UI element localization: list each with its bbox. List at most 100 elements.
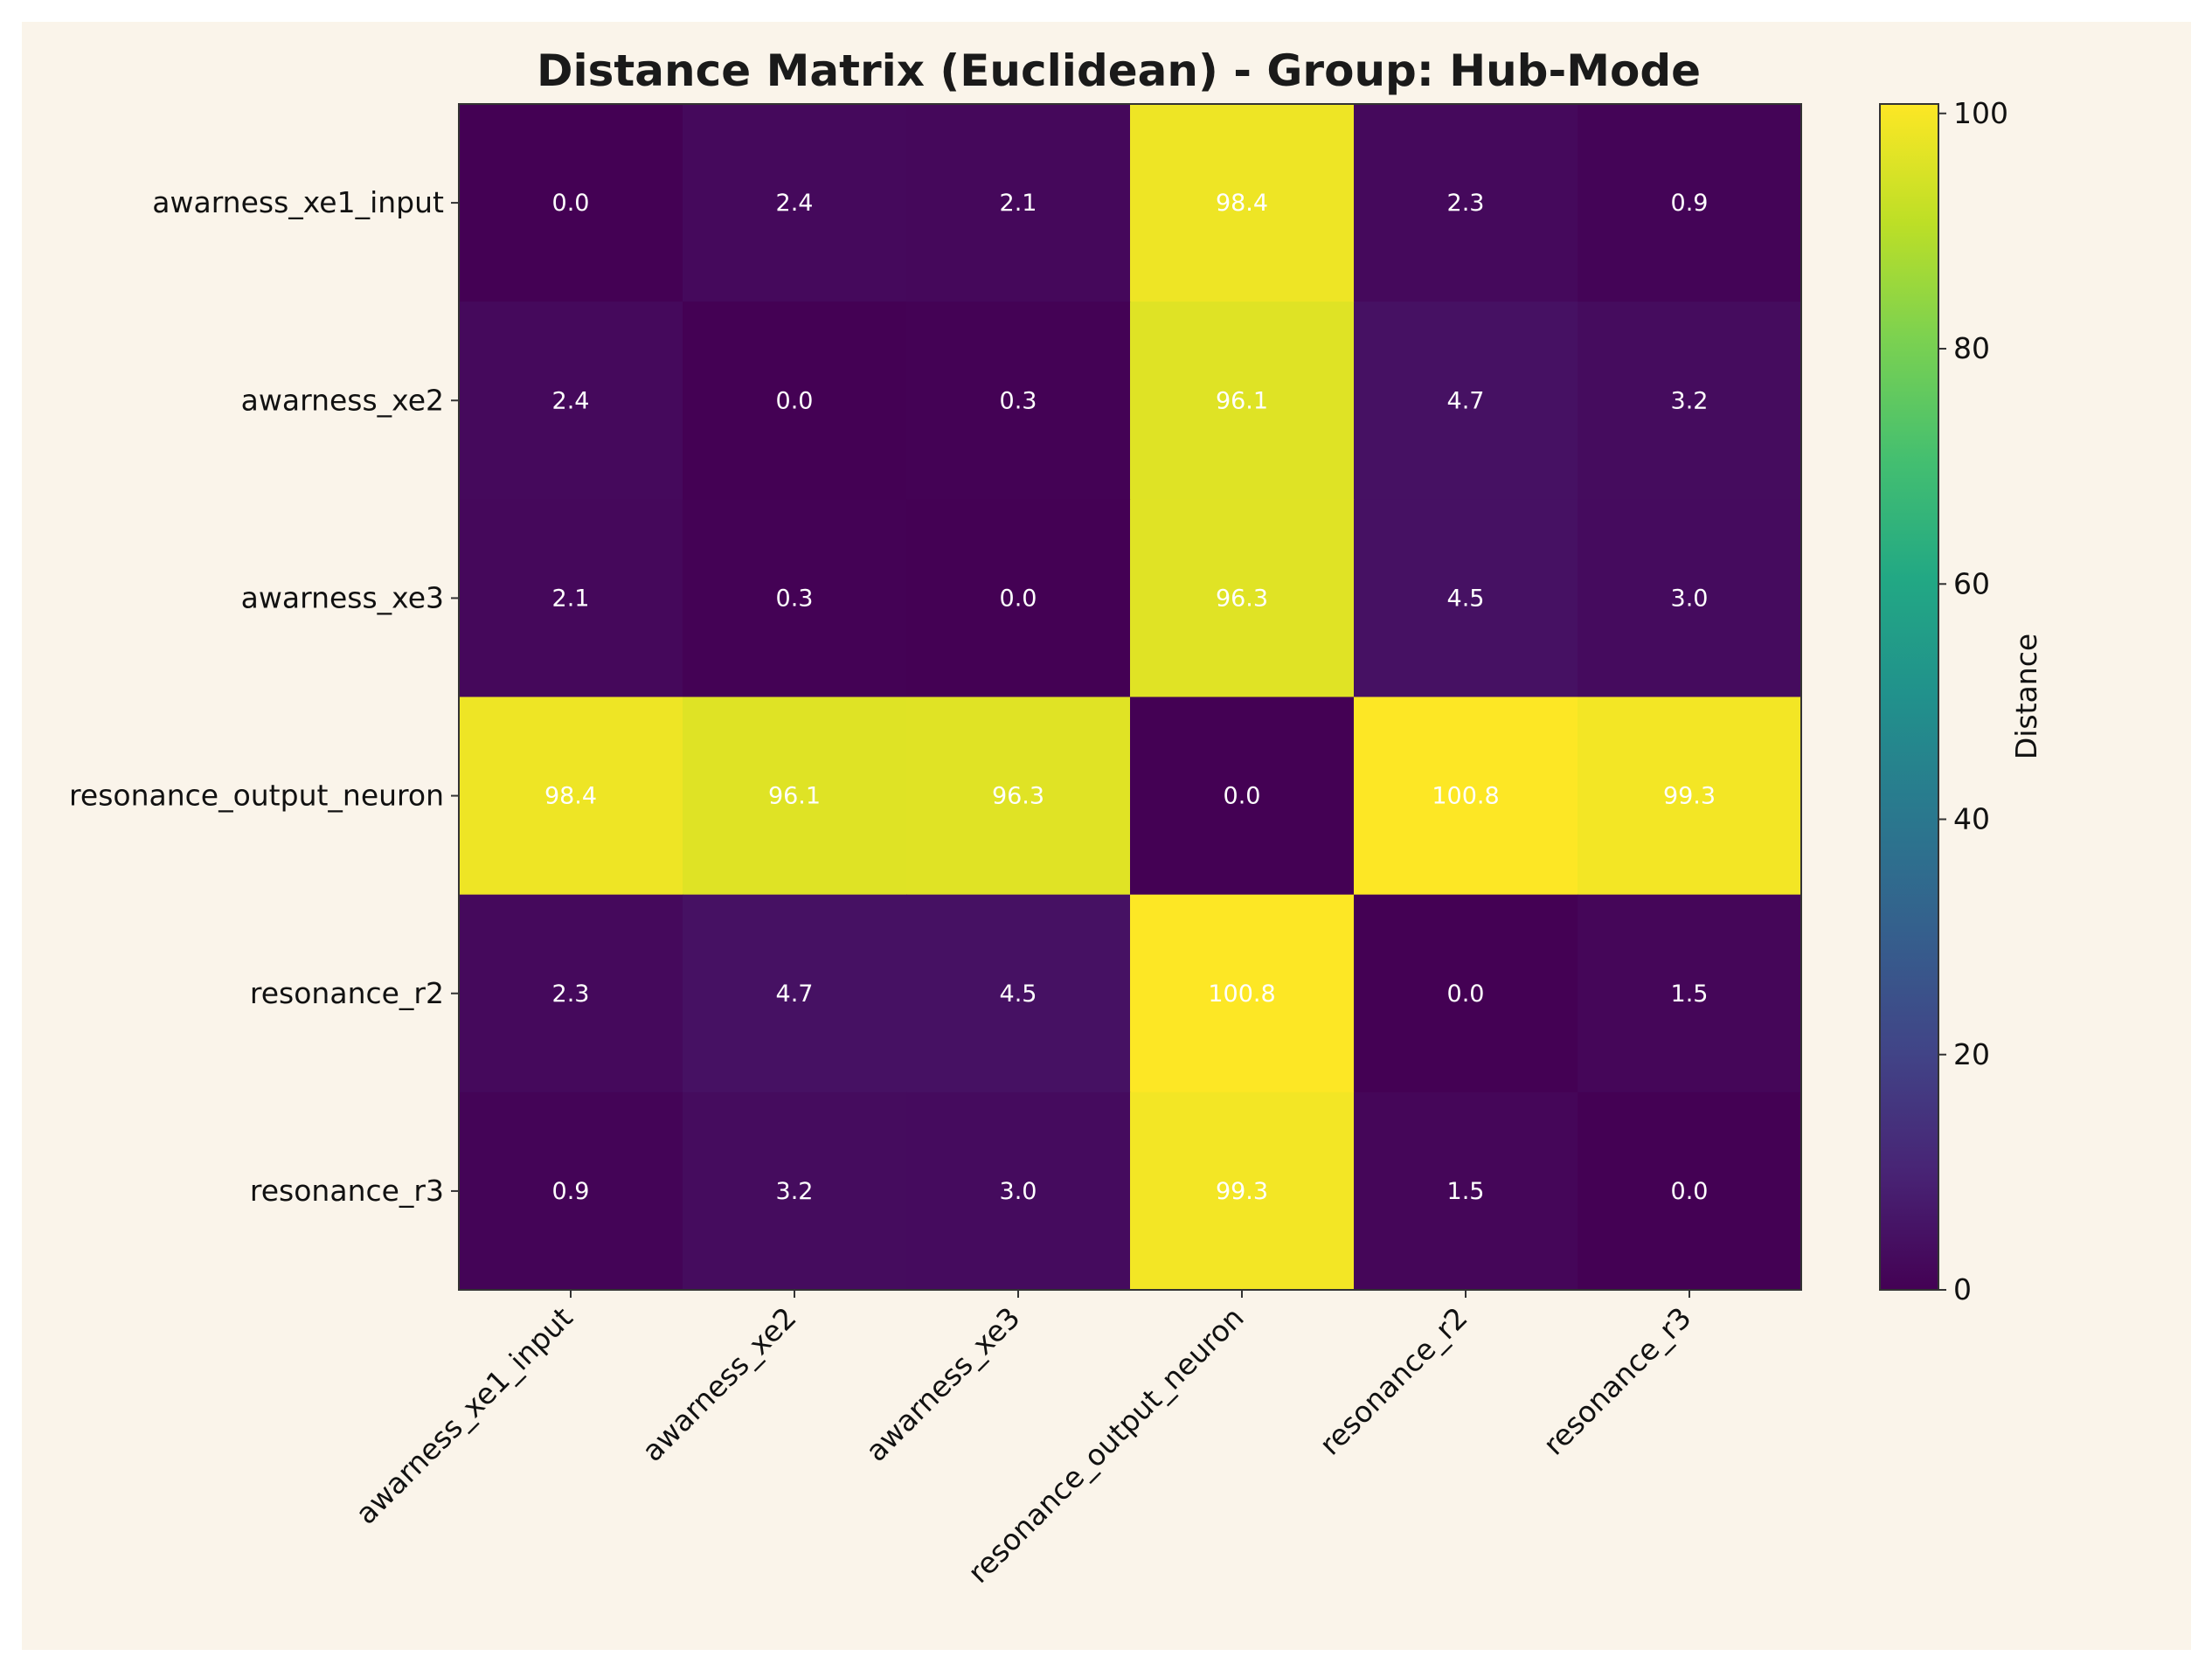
x-tick-label: awarness_xe1_input	[349, 1300, 579, 1531]
heatmap-cell	[906, 104, 1131, 302]
heatmap-cell	[1130, 696, 1355, 896]
heatmap-cell	[1578, 696, 1802, 896]
cell-value-label: 2.4	[776, 190, 814, 217]
cell-value-label: 3.2	[776, 1178, 814, 1205]
cell-value-label: 0.3	[776, 585, 814, 612]
cell-value-label: 96.1	[1216, 387, 1268, 414]
cell-value-label: 99.3	[1216, 1178, 1268, 1205]
colorbar-tick-label: 100	[1953, 96, 2008, 130]
cell-value-label: 3.0	[1000, 1178, 1037, 1205]
cell-value-label: 96.3	[992, 783, 1044, 810]
cell-value-label: 100.8	[1208, 981, 1275, 1008]
heatmap-cell-labels: 0.0 2.4 2.1 98.4 2.3 0.9 2.4 0.0 0.3 96.1 4.7 3.2 2.…	[544, 190, 1716, 1205]
heatmap-cells	[459, 104, 1802, 1291]
y-tick-label: resonance_output_neuron	[69, 779, 444, 813]
heatmap-cell	[683, 104, 907, 302]
cell-value-label: 99.3	[1663, 783, 1716, 810]
cell-value-label: 0.0	[552, 190, 590, 217]
x-tick-label: resonance_r2	[1313, 1300, 1474, 1462]
x-axis: awarness_xe1_input awarness_xe2 awarness_x…	[349, 1290, 1698, 1590]
heatmap-cell	[683, 1091, 907, 1291]
heatmap-cell	[1578, 104, 1802, 302]
colorbar	[1879, 103, 1939, 1291]
cell-value-label: 2.3	[552, 981, 590, 1008]
heatmap-cell	[1354, 894, 1578, 1093]
heatmap-cell	[459, 894, 683, 1093]
heatmap-cell	[1578, 1091, 1802, 1291]
heatmap-cell	[459, 1091, 683, 1291]
x-tick-label: resonance_r3	[1536, 1300, 1698, 1462]
cell-value-label: 2.1	[552, 585, 590, 612]
cell-value-label: 1.5	[1671, 981, 1709, 1008]
colorbar-tick-label: 60	[1953, 566, 1990, 600]
cell-value-label: 100.8	[1432, 783, 1499, 810]
heatmap-cell	[459, 104, 683, 302]
cell-value-label: 98.4	[1216, 190, 1268, 217]
cell-value-label: 4.5	[1000, 981, 1037, 1008]
heatmap-cell	[683, 499, 907, 698]
heatmap-cell	[906, 894, 1131, 1093]
chart-title: Distance Matrix (Euclidean) - Group: Hub…	[537, 45, 1701, 96]
heatmap-cell	[1354, 104, 1578, 302]
heatmap-cell	[1130, 1091, 1355, 1291]
heatmap-cell	[459, 301, 683, 500]
cell-value-label: 0.9	[552, 1178, 590, 1205]
plot-frame	[458, 103, 1802, 1291]
heatmap-cell	[1578, 894, 1802, 1093]
heatmap-cell	[906, 1091, 1131, 1291]
cell-value-label: 98.4	[544, 783, 597, 810]
y-axis: awarness_xe1_input awarness_xe2 awarness_x…	[69, 185, 459, 1208]
y-tick-label: awarness_xe1_input	[152, 185, 444, 219]
heatmap-cell	[683, 894, 907, 1093]
colorbar-ticks: 0 20 40 60 80 100	[1938, 96, 2008, 1306]
colorbar-tick-label: 80	[1953, 331, 1990, 365]
cell-value-label: 96.3	[1216, 585, 1268, 612]
heatmap-cell	[906, 696, 1131, 896]
cell-value-label: 0.0	[1447, 981, 1485, 1008]
colorbar-label: Distance	[2009, 634, 2043, 759]
x-tick-label: awarness_xe3	[859, 1300, 1027, 1468]
heatmap-cell	[459, 499, 683, 698]
y-tick-label: awarness_xe3	[241, 580, 444, 614]
cell-value-label: 0.9	[1671, 190, 1709, 217]
heatmap-cell	[1354, 1091, 1578, 1291]
heatmap-cell	[459, 696, 683, 896]
cell-value-label: 0.3	[1000, 387, 1037, 414]
heatmap-cell	[683, 301, 907, 500]
colorbar-tick-label: 40	[1953, 802, 1990, 836]
heatmap-cell	[1354, 499, 1578, 698]
y-tick-label: resonance_r3	[250, 1174, 444, 1208]
heatmap-cell	[1578, 499, 1802, 698]
heatmap-cell	[1130, 499, 1355, 698]
cell-value-label: 3.2	[1671, 387, 1709, 414]
cell-value-label: 0.0	[1224, 783, 1261, 810]
heatmap-chart: Distance Matrix (Euclidean) - Group: Hub…	[69, 45, 2043, 1590]
cell-value-label: 2.1	[1000, 190, 1037, 217]
y-tick-label: resonance_r2	[250, 976, 444, 1010]
figure: Distance Matrix (Euclidean) - Group: Hub…	[22, 22, 2191, 1650]
cell-value-label: 0.0	[1000, 585, 1037, 612]
cell-value-label: 4.7	[776, 981, 814, 1008]
cell-value-label: 2.3	[1447, 190, 1485, 217]
cell-value-label: 0.0	[776, 387, 814, 414]
heatmap-cell	[1578, 301, 1802, 500]
heatmap-cell	[1354, 301, 1578, 500]
colorbar-tick-label: 20	[1953, 1037, 1990, 1071]
heatmap-cell	[1130, 104, 1355, 302]
heatmap-cell	[906, 499, 1131, 698]
cell-value-label: 0.0	[1671, 1178, 1709, 1205]
heatmap-cell	[1130, 894, 1355, 1093]
heatmap-cell	[1354, 696, 1578, 896]
cell-value-label: 3.0	[1671, 585, 1709, 612]
cell-value-label: 1.5	[1447, 1178, 1485, 1205]
x-tick-label: awarness_xe2	[635, 1300, 803, 1468]
cell-value-label: 4.7	[1447, 387, 1485, 414]
heatmap-cell	[683, 696, 907, 896]
heatmap-cell	[1130, 301, 1355, 500]
heatmap-cell	[906, 301, 1131, 500]
cell-value-label: 2.4	[552, 387, 590, 414]
colorbar-tick-label: 0	[1953, 1272, 1972, 1306]
y-tick-label: awarness_xe2	[241, 383, 444, 417]
cell-value-label: 96.1	[768, 783, 821, 810]
cell-value-label: 4.5	[1447, 585, 1485, 612]
